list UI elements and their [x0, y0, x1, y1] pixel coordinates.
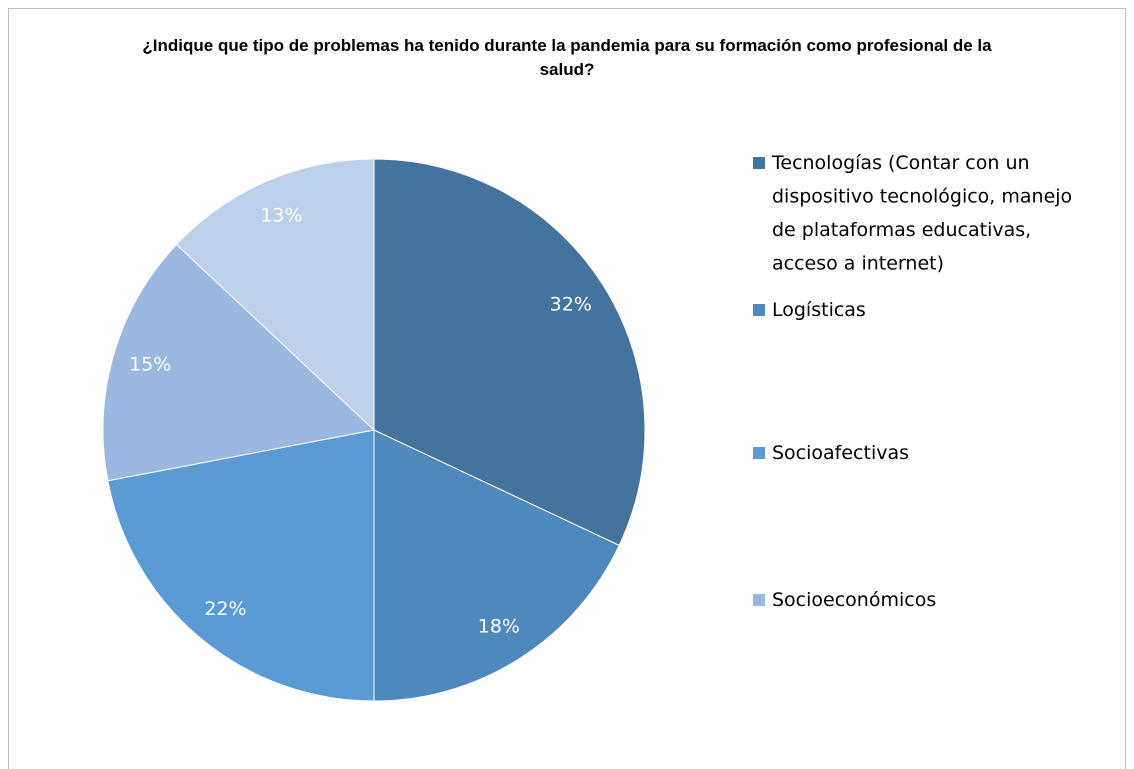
legend-label: Socioeconómicos — [772, 589, 936, 611]
data-label: 18% — [478, 615, 520, 637]
pie-slice — [102, 243, 376, 482]
pie-slice — [107, 429, 375, 702]
data-label: 13% — [260, 205, 302, 227]
data-label: 15% — [129, 353, 171, 375]
legend-label: Tecnologías (Contar con un dispositivo te… — [771, 152, 1072, 275]
legend-swatch — [753, 157, 765, 169]
pie-slice — [175, 158, 375, 432]
legend-label: Socioafectivas — [772, 442, 909, 464]
legend-label: Logísticas — [772, 299, 866, 321]
data-label: 32% — [550, 294, 592, 316]
legend-swatch — [753, 304, 765, 316]
pie-slice — [373, 429, 620, 702]
pie-slice — [373, 158, 646, 547]
legend-swatch — [753, 594, 765, 606]
data-label: 22% — [204, 598, 246, 620]
chart-title: ¿Indique que tipo de problemas ha tenido… — [142, 36, 992, 79]
chart-frame — [8, 8, 1126, 769]
legend-swatch — [753, 447, 765, 459]
